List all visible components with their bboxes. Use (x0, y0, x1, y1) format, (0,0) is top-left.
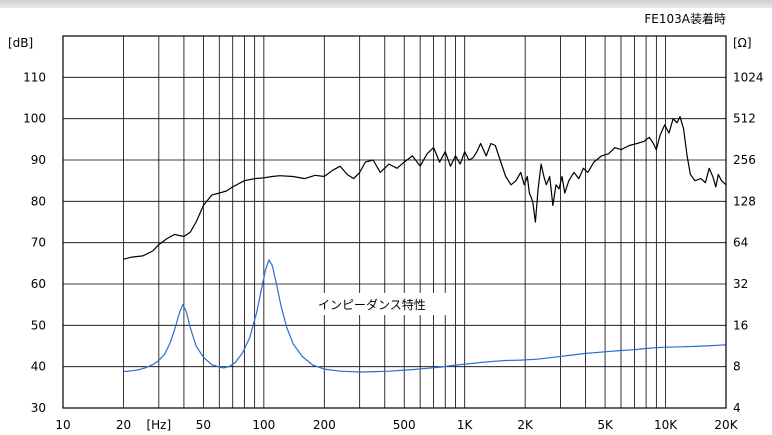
y-tick-label-left: 90 (31, 153, 46, 167)
series-line-2 (123, 259, 727, 373)
y-tick-label-right: 64 (733, 236, 748, 250)
y-tick-label-left: 50 (31, 318, 46, 332)
x-tick-label: [Hz] (146, 418, 171, 432)
chart-title: FE103A装着時 (644, 11, 726, 26)
grid (63, 36, 726, 408)
y-tick-label-right: 128 (733, 194, 756, 208)
y-tick-label-right: 4 (733, 401, 741, 415)
y-tick-label-left: 80 (31, 194, 46, 208)
impedance-annotation: インピーダンス特性 (318, 297, 426, 312)
x-tick-label: 5K (597, 418, 614, 432)
y-tick-label-left: 40 (31, 360, 46, 374)
annotation-backdrop (311, 293, 455, 315)
y-tick-label-right: 32 (733, 277, 748, 291)
axis-labels: 10 20 [Hz] 50 100 200 500 1K 2K 5K 10K 20K 30 40 50 60 7… (23, 70, 763, 432)
x-tick-label: 100 (252, 418, 275, 432)
y-tick-label-left: 60 (31, 277, 46, 291)
x-tick-label: 50 (196, 418, 211, 432)
x-tick-label: 500 (393, 418, 416, 432)
x-tick-label: 2K (517, 418, 534, 432)
x-tick-label: 10K (654, 418, 678, 432)
y-tick-label-left: 30 (31, 401, 46, 415)
y-tick-label-right: 16 (733, 318, 748, 332)
x-tick-label: 1K (457, 418, 474, 432)
y-tick-label-right: 1024 (733, 70, 764, 84)
y-tick-label-left: 110 (23, 70, 46, 84)
y-tick-label-right: 256 (733, 153, 756, 167)
x-tick-label: 20K (714, 418, 738, 432)
left-unit-label: [dB] (8, 36, 33, 50)
y-tick-label-left: 70 (31, 236, 46, 250)
x-tick-label: 20 (116, 418, 131, 432)
y-tick-label-left: 100 (23, 112, 46, 126)
curves (123, 116, 727, 373)
x-tick-label: 10 (55, 418, 70, 432)
series-line-1 (123, 116, 727, 260)
window-top-bar (0, 0, 772, 8)
x-tick-label: 200 (313, 418, 336, 432)
right-unit-label: [Ω] (733, 36, 752, 50)
y-tick-label-right: 512 (733, 112, 756, 126)
y-tick-label-right: 8 (733, 360, 741, 374)
plot-frame (62, 35, 727, 409)
